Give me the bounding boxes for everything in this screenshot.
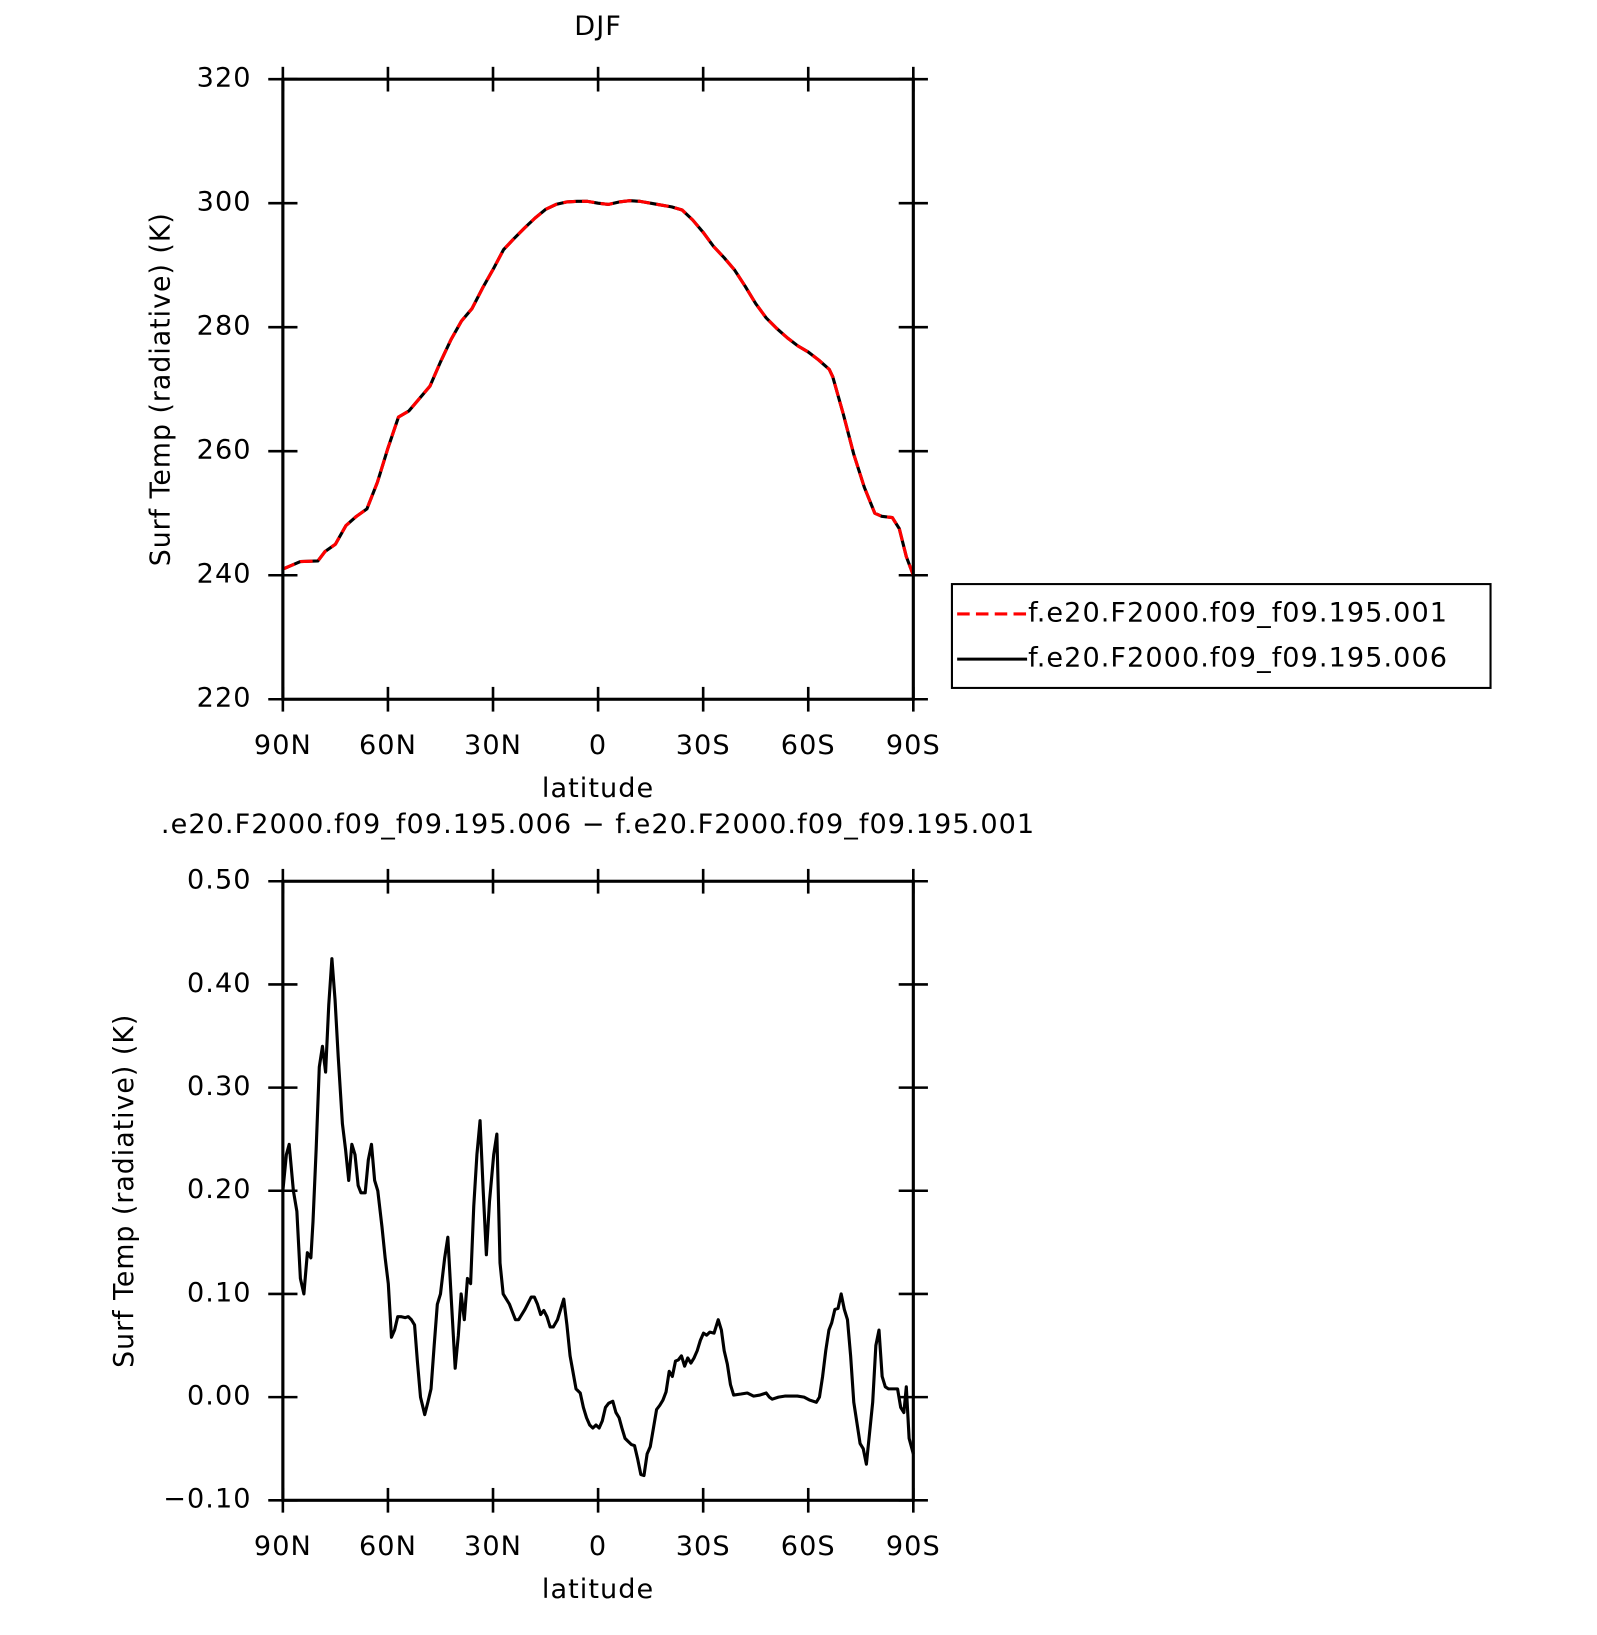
legend-label: f.e20.F2000.f09_f09.195.001 — [1028, 598, 1448, 629]
plot-frame — [281, 879, 915, 1502]
y-tick-label: −0.10 — [163, 1484, 251, 1515]
x-tick-label: 90S — [886, 1531, 941, 1562]
y-axis-label: Surf Temp (radiative) (K) — [145, 212, 176, 566]
x-tick-label: 60S — [781, 1531, 836, 1562]
x-tick-label: 90S — [886, 730, 941, 761]
data-line — [282, 199, 915, 576]
y-tick-label: 0.50 — [187, 865, 252, 896]
x-tick-label: 0 — [589, 1531, 607, 1562]
x-tick-label: 30S — [676, 1531, 731, 1562]
y-axis-label: Surf Temp (radiative) (K) — [109, 1014, 140, 1368]
y-tick-label: 0.40 — [187, 968, 252, 999]
x-tick-label: 0 — [589, 730, 607, 761]
x-tick-label: 90N — [254, 1531, 312, 1562]
y-tick-label: 320 — [197, 63, 252, 94]
y-tick-label: 280 — [197, 311, 252, 342]
x-axis-label: latitude — [542, 1574, 654, 1605]
legend-label: f.e20.F2000.f09_f09.195.006 — [1028, 643, 1448, 674]
legend-box — [950, 583, 1492, 689]
y-tick-label: 0.10 — [187, 1278, 252, 1309]
legend: f.e20.F2000.f09_f09.195.001 f.e20.F2000.f… — [950, 583, 1492, 689]
y-tick-label: 260 — [197, 435, 252, 466]
x-tick-label: 30N — [464, 1531, 522, 1562]
x-tick-label: 60N — [359, 1531, 417, 1562]
y-tick-label: 220 — [197, 683, 252, 714]
chart-title: DJF — [574, 11, 622, 42]
data-line — [281, 957, 915, 1478]
x-tick-label: 90N — [254, 730, 312, 761]
x-tick-label: 60N — [359, 730, 417, 761]
y-tick-label: 0.20 — [187, 1174, 252, 1205]
x-axis-label: latitude — [542, 773, 654, 804]
x-tick-label: 30N — [464, 730, 522, 761]
y-tick-label: 0.00 — [187, 1381, 252, 1412]
y-tick-label: 240 — [197, 559, 252, 590]
chart-title: .e20.F2000.f09_f09.195.006 − f.e20.F2000… — [161, 809, 1035, 840]
plot-frame — [281, 77, 915, 701]
data-line — [282, 199, 915, 576]
y-tick-label: 300 — [197, 187, 252, 218]
x-tick-label: 30S — [676, 730, 731, 761]
x-tick-label: 60S — [781, 730, 836, 761]
y-tick-label: 0.30 — [187, 1071, 252, 1102]
